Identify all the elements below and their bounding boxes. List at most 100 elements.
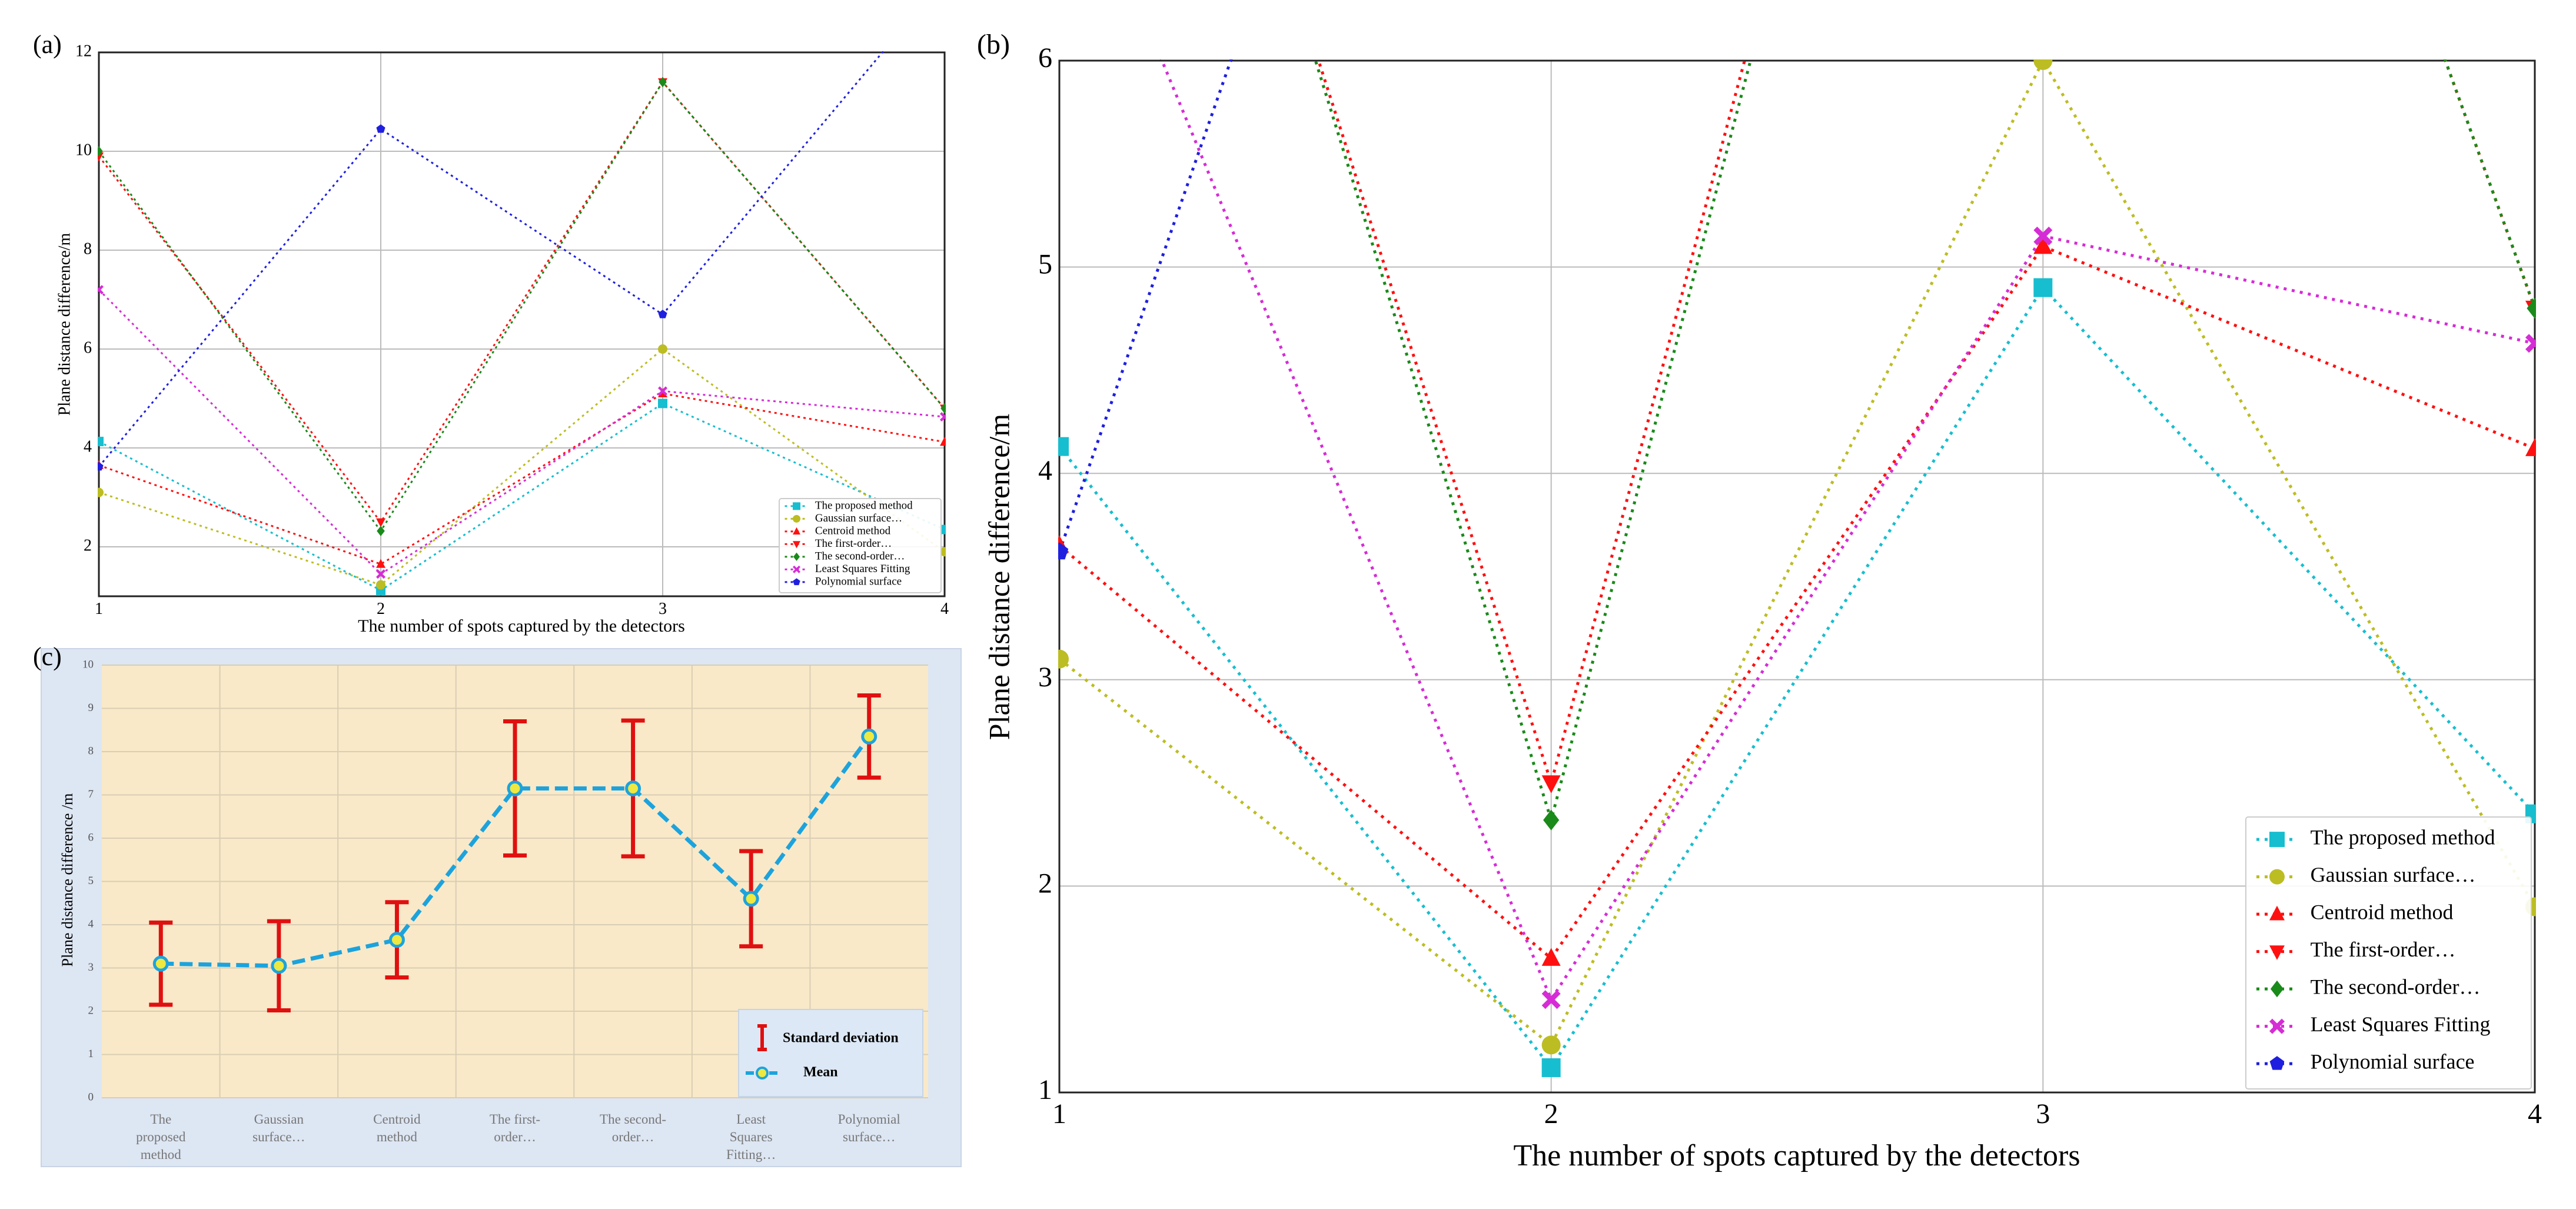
y-tick-label: 2 [84,536,92,554]
x-tick-label: The first-order… [489,1112,541,1144]
legend-label: Gaussian surface… [815,512,902,524]
marker [793,565,800,573]
series-line [98,289,945,576]
marker [659,77,667,88]
chart: (c) 0 1 2 3 4 5 6 7 8 9 10 Plane distance difference… [33,642,962,1167]
legend-label: Gaussian surface… [2311,863,2476,886]
marker [940,403,946,414]
y-tick-label: 2 [1038,868,1052,899]
mean-marker [861,728,877,745]
legend-label: Least Squares Fitting [2311,1012,2491,1036]
panel-label: (a) [33,30,62,59]
x-tick-label-box: The second-order… [600,1112,667,1144]
marker [940,437,946,446]
marker [2527,298,2536,319]
y-tick-label: 12 [75,42,92,60]
x-tick-label: 4 [940,600,949,618]
legend-label: Mean [803,1065,838,1080]
y-tick-label: 7 [88,788,94,801]
marker [2033,59,2053,70]
y-axis-label: Plane distance difference /m [59,793,76,967]
marker [98,487,104,497]
mean-marker [271,958,287,974]
x-tick-label: The proposed method [136,1112,186,1162]
legend-label: Standard deviation [783,1031,899,1046]
marker [1058,437,1069,456]
marker [2269,832,2285,848]
chart: (b) 1 2 3 4 5 6 1 2 3 4 The number of spots capture… [977,29,2542,1173]
marker [1541,990,1561,1009]
x-tick-label: Polynomial surface… [837,1112,900,1144]
x-tick-label: 3 [2036,1098,2050,1130]
legend-label: Centroid method [815,524,891,537]
y-tick-label: 2 [88,1004,94,1017]
y-tick-label: 8 [88,745,94,757]
marker [1058,649,1069,669]
y-tick-label: 3 [1038,662,1052,693]
legend-box [2245,816,2532,1090]
legend-label: The second-order… [2311,975,2481,998]
x-tick-label-box: Centroid method [373,1112,421,1144]
marker [98,437,104,447]
y-tick-label: 5 [1038,249,1052,280]
marker [376,569,385,579]
x-tick-label: 2 [1544,1098,1558,1130]
marker [1541,1058,1561,1077]
x-tick-label-box: The first-order… [489,1112,541,1144]
mean-marker [507,780,523,796]
legend-label: The first-order… [2311,938,2456,961]
marker [940,412,946,422]
x-tick-label: Least Squares Fitting… [726,1112,776,1162]
x-tick-label: Gaussian surface… [252,1112,305,1144]
series-line [1058,285,2536,1071]
series-line [98,348,945,586]
marker [1543,809,1560,831]
plot-border [1058,59,2536,1094]
y-tick-label: 6 [84,338,92,357]
marker [376,518,385,527]
marker [2525,334,2536,353]
marker [98,285,104,295]
legend-label: The second-order… [815,550,905,562]
legend-label: The proposed method [815,499,913,512]
marker [2033,227,2053,246]
marker [376,559,385,568]
mean-marker [152,955,169,972]
marker [1541,1035,1561,1055]
y-tick-label: 8 [84,240,92,258]
x-axis-label: The number of spots captured by the dete… [358,616,685,636]
y-tick-label: 1 [88,1048,94,1060]
series-line [98,80,946,533]
legend-box [738,1009,923,1097]
y-tick-label: 10 [75,141,92,159]
marker [98,146,103,157]
x-tick-label: 3 [659,600,667,618]
marker [940,524,946,534]
series-line [1058,244,2535,961]
marker [1541,948,1561,966]
marker [658,386,667,396]
series-line [98,80,946,524]
x-tick-label-box: Polynomial surface… [837,1112,900,1144]
x-tick-label: The second-order… [600,1112,667,1144]
marker [2269,905,2285,921]
marker [658,310,667,318]
marker [1541,775,1561,793]
y-tick-label: 6 [88,831,94,843]
y-tick-label: 3 [88,961,94,974]
y-tick-label: 4 [84,437,92,456]
marker [793,514,800,523]
plot-area [1058,59,2536,1077]
marker [2033,278,2053,297]
mean-marker [388,932,405,948]
marker [658,398,667,408]
marker [793,552,800,562]
marker [793,527,800,535]
marker [658,344,667,354]
marker [793,578,800,586]
x-tick-label: 2 [377,600,385,618]
marker [2525,438,2536,456]
